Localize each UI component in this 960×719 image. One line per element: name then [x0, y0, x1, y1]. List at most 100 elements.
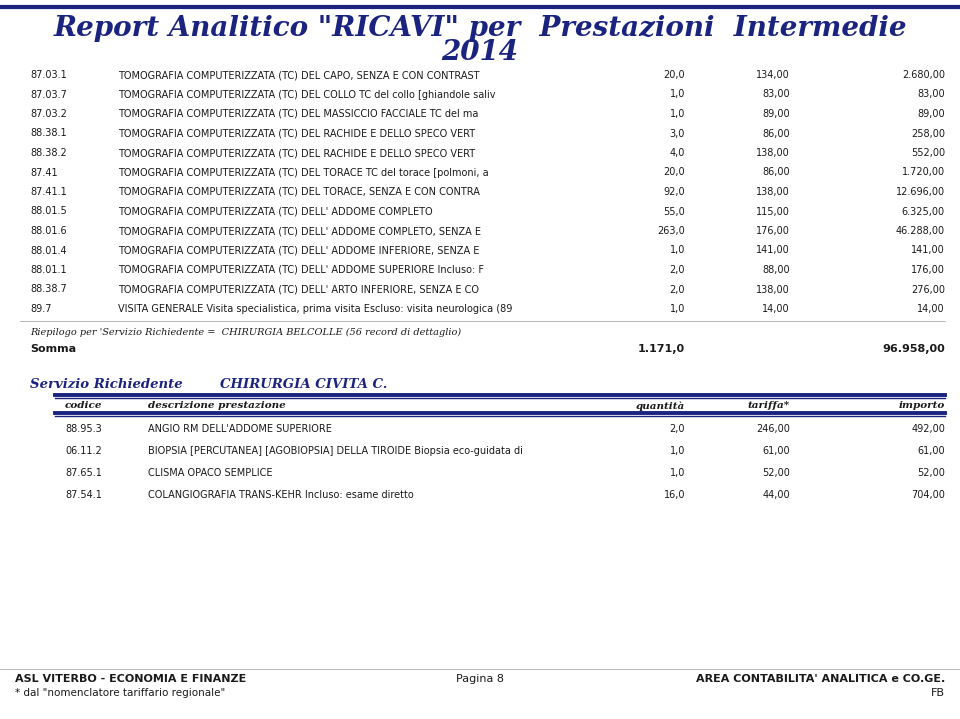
Text: 87.54.1: 87.54.1 — [65, 490, 102, 500]
Text: 12.696,00: 12.696,00 — [896, 187, 945, 197]
Text: 83,00: 83,00 — [918, 89, 945, 99]
Text: codice: codice — [65, 401, 103, 411]
Text: 176,00: 176,00 — [756, 226, 790, 236]
Text: 88.01.6: 88.01.6 — [30, 226, 66, 236]
Text: Pagina 8: Pagina 8 — [456, 674, 504, 684]
Text: Report Analitico "RICAVI" per  Prestazioni  Intermedie: Report Analitico "RICAVI" per Prestazion… — [53, 16, 907, 42]
Text: 258,00: 258,00 — [911, 129, 945, 139]
Text: 89,00: 89,00 — [762, 109, 790, 119]
Text: 88,00: 88,00 — [762, 265, 790, 275]
Text: 61,00: 61,00 — [762, 446, 790, 456]
Text: 88.95.3: 88.95.3 — [65, 424, 102, 434]
Text: BIOPSIA [PERCUTANEA] [AGOBIOPSIA] DELLA TIROIDE Biopsia eco-guidata di: BIOPSIA [PERCUTANEA] [AGOBIOPSIA] DELLA … — [148, 446, 523, 456]
Text: AREA CONTABILITA' ANALITICA e CO.GE.: AREA CONTABILITA' ANALITICA e CO.GE. — [696, 674, 945, 684]
Text: 44,00: 44,00 — [762, 490, 790, 500]
Text: Somma: Somma — [30, 344, 76, 354]
Text: 87.03.1: 87.03.1 — [30, 70, 67, 80]
Text: 6.325,00: 6.325,00 — [901, 206, 945, 216]
Text: 2,0: 2,0 — [669, 265, 685, 275]
Text: 20,0: 20,0 — [663, 70, 685, 80]
Text: Riepilogo per 'Servizio Richiedente =  CHIRURGIA BELCOLLE (56 record di dettagli: Riepilogo per 'Servizio Richiedente = CH… — [30, 327, 461, 336]
Text: VISITA GENERALE Visita specialistica, prima visita Escluso: visita neurologica (: VISITA GENERALE Visita specialistica, pr… — [118, 304, 513, 314]
Text: 20,0: 20,0 — [663, 168, 685, 178]
Text: 55,0: 55,0 — [663, 206, 685, 216]
Text: 16,0: 16,0 — [663, 490, 685, 500]
Text: 88.38.1: 88.38.1 — [30, 129, 66, 139]
Text: TOMOGRAFIA COMPUTERIZZATA (TC) DEL COLLO TC del collo [ghiandole saliv: TOMOGRAFIA COMPUTERIZZATA (TC) DEL COLLO… — [118, 89, 495, 99]
Text: 704,00: 704,00 — [911, 490, 945, 500]
Text: TOMOGRAFIA COMPUTERIZZATA (TC) DEL TORACE TC del torace [polmoni, a: TOMOGRAFIA COMPUTERIZZATA (TC) DEL TORAC… — [118, 168, 489, 178]
Text: COLANGIOGRAFIA TRANS-KEHR Incluso: esame diretto: COLANGIOGRAFIA TRANS-KEHR Incluso: esame… — [148, 490, 414, 500]
Text: 263,0: 263,0 — [658, 226, 685, 236]
Text: 1.720,00: 1.720,00 — [901, 168, 945, 178]
Text: importo: importo — [899, 401, 945, 411]
Text: 141,00: 141,00 — [756, 245, 790, 255]
Text: 87.41: 87.41 — [30, 168, 58, 178]
Text: Servizio Richiedente: Servizio Richiedente — [30, 377, 182, 390]
Text: 3,0: 3,0 — [670, 129, 685, 139]
Text: 14,00: 14,00 — [762, 304, 790, 314]
Text: 1,0: 1,0 — [670, 245, 685, 255]
Text: 88.38.2: 88.38.2 — [30, 148, 67, 158]
Text: 88.38.7: 88.38.7 — [30, 285, 67, 295]
Text: 89,00: 89,00 — [918, 109, 945, 119]
Text: 1.171,0: 1.171,0 — [637, 344, 685, 354]
Text: CLISMA OPACO SEMPLICE: CLISMA OPACO SEMPLICE — [148, 468, 273, 478]
Text: descrizione prestazione: descrizione prestazione — [148, 401, 286, 411]
Text: 92,0: 92,0 — [663, 187, 685, 197]
Text: 87.65.1: 87.65.1 — [65, 468, 102, 478]
Text: 2,0: 2,0 — [669, 285, 685, 295]
Text: TOMOGRAFIA COMPUTERIZZATA (TC) DELL' ADDOME COMPLETO: TOMOGRAFIA COMPUTERIZZATA (TC) DELL' ADD… — [118, 206, 433, 216]
Text: 89.7: 89.7 — [30, 304, 52, 314]
Text: 87.03.2: 87.03.2 — [30, 109, 67, 119]
Text: 2014: 2014 — [442, 40, 518, 66]
Text: 61,00: 61,00 — [918, 446, 945, 456]
Text: ANGIO RM DELL'ADDOME SUPERIORE: ANGIO RM DELL'ADDOME SUPERIORE — [148, 424, 332, 434]
Text: 141,00: 141,00 — [911, 245, 945, 255]
Text: 552,00: 552,00 — [911, 148, 945, 158]
Text: 138,00: 138,00 — [756, 187, 790, 197]
Text: 246,00: 246,00 — [756, 424, 790, 434]
Text: 2,0: 2,0 — [669, 424, 685, 434]
Text: 492,00: 492,00 — [911, 424, 945, 434]
Text: 138,00: 138,00 — [756, 148, 790, 158]
Text: 176,00: 176,00 — [911, 265, 945, 275]
Text: 87.41.1: 87.41.1 — [30, 187, 67, 197]
Text: 134,00: 134,00 — [756, 70, 790, 80]
Text: 52,00: 52,00 — [762, 468, 790, 478]
Text: 83,00: 83,00 — [762, 89, 790, 99]
Text: 06.11.2: 06.11.2 — [65, 446, 102, 456]
Text: 1,0: 1,0 — [670, 468, 685, 478]
Text: 1,0: 1,0 — [670, 446, 685, 456]
Text: FB: FB — [931, 688, 945, 698]
Text: TOMOGRAFIA COMPUTERIZZATA (TC) DEL CAPO, SENZA E CON CONTRAST: TOMOGRAFIA COMPUTERIZZATA (TC) DEL CAPO,… — [118, 70, 479, 80]
Text: TOMOGRAFIA COMPUTERIZZATA (TC) DEL RACHIDE E DELLO SPECO VERT: TOMOGRAFIA COMPUTERIZZATA (TC) DEL RACHI… — [118, 148, 475, 158]
Text: TOMOGRAFIA COMPUTERIZZATA (TC) DELL' ADDOME SUPERIORE Incluso: F: TOMOGRAFIA COMPUTERIZZATA (TC) DELL' ADD… — [118, 265, 484, 275]
Text: 1,0: 1,0 — [670, 109, 685, 119]
Text: 86,00: 86,00 — [762, 129, 790, 139]
Text: 14,00: 14,00 — [918, 304, 945, 314]
Text: 88.01.1: 88.01.1 — [30, 265, 66, 275]
Text: 4,0: 4,0 — [670, 148, 685, 158]
Text: 1,0: 1,0 — [670, 89, 685, 99]
Text: TOMOGRAFIA COMPUTERIZZATA (TC) DEL TORACE, SENZA E CON CONTRA: TOMOGRAFIA COMPUTERIZZATA (TC) DEL TORAC… — [118, 187, 480, 197]
Text: 1,0: 1,0 — [670, 304, 685, 314]
Text: TOMOGRAFIA COMPUTERIZZATA (TC) DEL RACHIDE E DELLO SPECO VERT: TOMOGRAFIA COMPUTERIZZATA (TC) DEL RACHI… — [118, 129, 475, 139]
Text: quantità: quantità — [636, 401, 685, 411]
Text: CHIRURGIA CIVITA C.: CHIRURGIA CIVITA C. — [220, 377, 388, 390]
Text: 87.03.7: 87.03.7 — [30, 89, 67, 99]
Text: 96.958,00: 96.958,00 — [882, 344, 945, 354]
Text: 115,00: 115,00 — [756, 206, 790, 216]
Text: 86,00: 86,00 — [762, 168, 790, 178]
Text: TOMOGRAFIA COMPUTERIZZATA (TC) DELL' ARTO INFERIORE, SENZA E CO: TOMOGRAFIA COMPUTERIZZATA (TC) DELL' ART… — [118, 285, 479, 295]
Text: 2.680,00: 2.680,00 — [902, 70, 945, 80]
Text: 88.01.4: 88.01.4 — [30, 245, 66, 255]
Text: 52,00: 52,00 — [917, 468, 945, 478]
Text: 46.288,00: 46.288,00 — [896, 226, 945, 236]
Text: TOMOGRAFIA COMPUTERIZZATA (TC) DELL' ADDOME INFERIORE, SENZA E: TOMOGRAFIA COMPUTERIZZATA (TC) DELL' ADD… — [118, 245, 479, 255]
Text: 138,00: 138,00 — [756, 285, 790, 295]
Text: ASL VITERBO - ECONOMIA E FINANZE: ASL VITERBO - ECONOMIA E FINANZE — [15, 674, 247, 684]
Text: * dal "nomenclatore tariffario regionale": * dal "nomenclatore tariffario regionale… — [15, 688, 226, 698]
Text: TOMOGRAFIA COMPUTERIZZATA (TC) DELL' ADDOME COMPLETO, SENZA E: TOMOGRAFIA COMPUTERIZZATA (TC) DELL' ADD… — [118, 226, 481, 236]
Text: tariffa*: tariffa* — [748, 401, 790, 411]
